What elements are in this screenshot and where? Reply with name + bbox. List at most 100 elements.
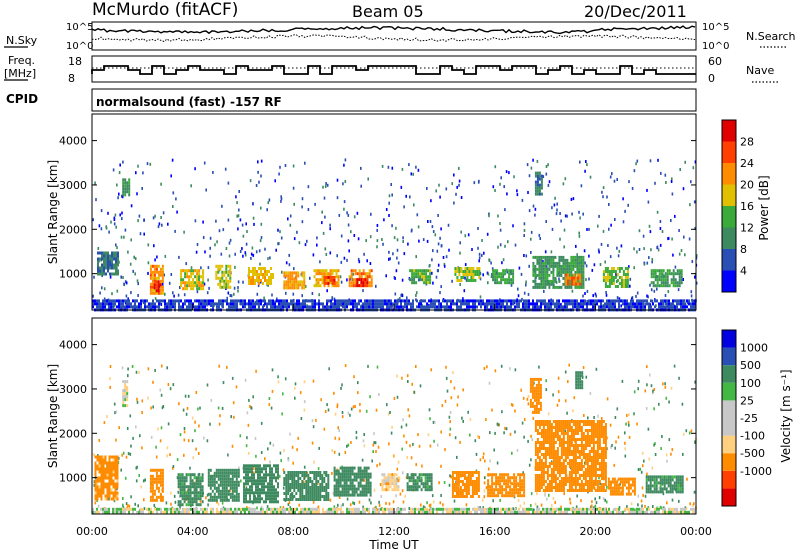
- range-cell: [592, 305, 594, 309]
- range-cell: [532, 267, 535, 271]
- range-cell: [103, 257, 105, 261]
- scatter-cell: [123, 282, 125, 286]
- range-cell: [287, 474, 290, 477]
- scatter-cell: [227, 291, 230, 295]
- scatter-cell: [279, 230, 281, 234]
- scatter-cell: [653, 388, 655, 391]
- range-cell: [271, 497, 273, 501]
- range-cell: [104, 473, 107, 477]
- scatter-cell: [339, 275, 342, 279]
- range-cell: [652, 275, 655, 279]
- scatter-cell: [519, 504, 522, 508]
- scatter-cell: [694, 275, 696, 279]
- range-cell: [368, 281, 371, 285]
- range-cell: [223, 474, 226, 478]
- range-cell: [540, 186, 543, 190]
- range-cell: [148, 302, 150, 306]
- range-cell: [676, 272, 679, 276]
- scatter-cell: [650, 288, 653, 292]
- range-cell: [542, 261, 545, 265]
- scatter-cell: [526, 163, 529, 167]
- scatter-cell: [160, 426, 163, 430]
- range-cell: [614, 302, 616, 306]
- range-cell: [122, 401, 125, 405]
- range-cell: [425, 269, 428, 273]
- range-cell: [554, 302, 556, 306]
- scatter-cell: [388, 214, 390, 217]
- scatter-cell: [464, 276, 466, 280]
- range-cell: [606, 305, 608, 309]
- range-cell: [261, 485, 263, 489]
- range-cell: [362, 269, 365, 273]
- echo-region-20: [650, 269, 683, 288]
- range-cell: [177, 485, 180, 489]
- scatter-cell: [652, 389, 654, 393]
- range-cell: [151, 288, 154, 292]
- scatter-cell: [494, 431, 496, 435]
- range-cell: [166, 305, 168, 309]
- scatter-cell: [118, 426, 120, 430]
- range-cell: [184, 272, 187, 276]
- scatter-cell: [612, 508, 615, 512]
- range-cell: [117, 257, 119, 261]
- range-cell: [110, 491, 113, 495]
- scatter-cell: [628, 413, 630, 417]
- range-cell: [360, 305, 362, 309]
- range-cell: [298, 302, 300, 306]
- range-cell: [229, 492, 232, 496]
- scatter-cell: [281, 412, 283, 416]
- scatter-cell: [287, 503, 290, 506]
- range-cell: [172, 299, 174, 303]
- range-cell: [644, 305, 646, 309]
- scatter-cell: [196, 290, 199, 294]
- scatter-cell: [510, 403, 513, 407]
- range-cell: [333, 472, 336, 476]
- range-cell: [126, 389, 129, 393]
- range-cell: [548, 261, 551, 265]
- range-cell: [612, 270, 615, 273]
- scatter-cell: [510, 283, 513, 287]
- range-cell: [251, 464, 253, 468]
- range-cell: [304, 305, 306, 309]
- range-cell: [180, 278, 183, 282]
- scatter-cell: [285, 291, 287, 295]
- range-cell: [287, 498, 290, 501]
- range-cell: [221, 483, 224, 487]
- scatter-cell: [346, 258, 348, 262]
- range-cell: [577, 273, 580, 277]
- range-cell: [305, 492, 308, 495]
- range-cell: [542, 302, 544, 306]
- range-cell: [624, 299, 626, 303]
- range-cell: [342, 299, 344, 303]
- scatter-cell: [99, 291, 101, 295]
- range-cell: [343, 478, 346, 482]
- range-cell: [333, 487, 336, 491]
- range-cell: [229, 270, 232, 274]
- scatter-cell: [477, 246, 479, 250]
- scatter-cell: [636, 291, 639, 295]
- range-cell: [566, 267, 569, 271]
- range-cell: [427, 269, 430, 273]
- range-cell: [357, 481, 360, 485]
- range-cell: [540, 285, 543, 289]
- range-cell: [161, 291, 164, 295]
- range-cell: [257, 473, 259, 477]
- range-cell: [293, 474, 296, 477]
- scatter-cell: [598, 214, 600, 218]
- range-cell: [97, 269, 99, 273]
- scatter-cell: [685, 506, 688, 510]
- range-cell: [612, 302, 614, 306]
- scatter-cell: [407, 242, 409, 246]
- scatter-cell: [228, 254, 231, 258]
- scatter-cell: [97, 247, 100, 250]
- range-cell: [586, 305, 588, 309]
- range-cell: [396, 305, 398, 309]
- range-cell: [502, 302, 504, 306]
- scatter-cell: [336, 196, 339, 200]
- range-cell: [225, 489, 228, 493]
- range-cell: [158, 302, 160, 306]
- range-cell: [660, 299, 662, 303]
- range-cell: [206, 302, 208, 306]
- range-cell: [370, 281, 373, 285]
- scatter-cell: [415, 255, 417, 259]
